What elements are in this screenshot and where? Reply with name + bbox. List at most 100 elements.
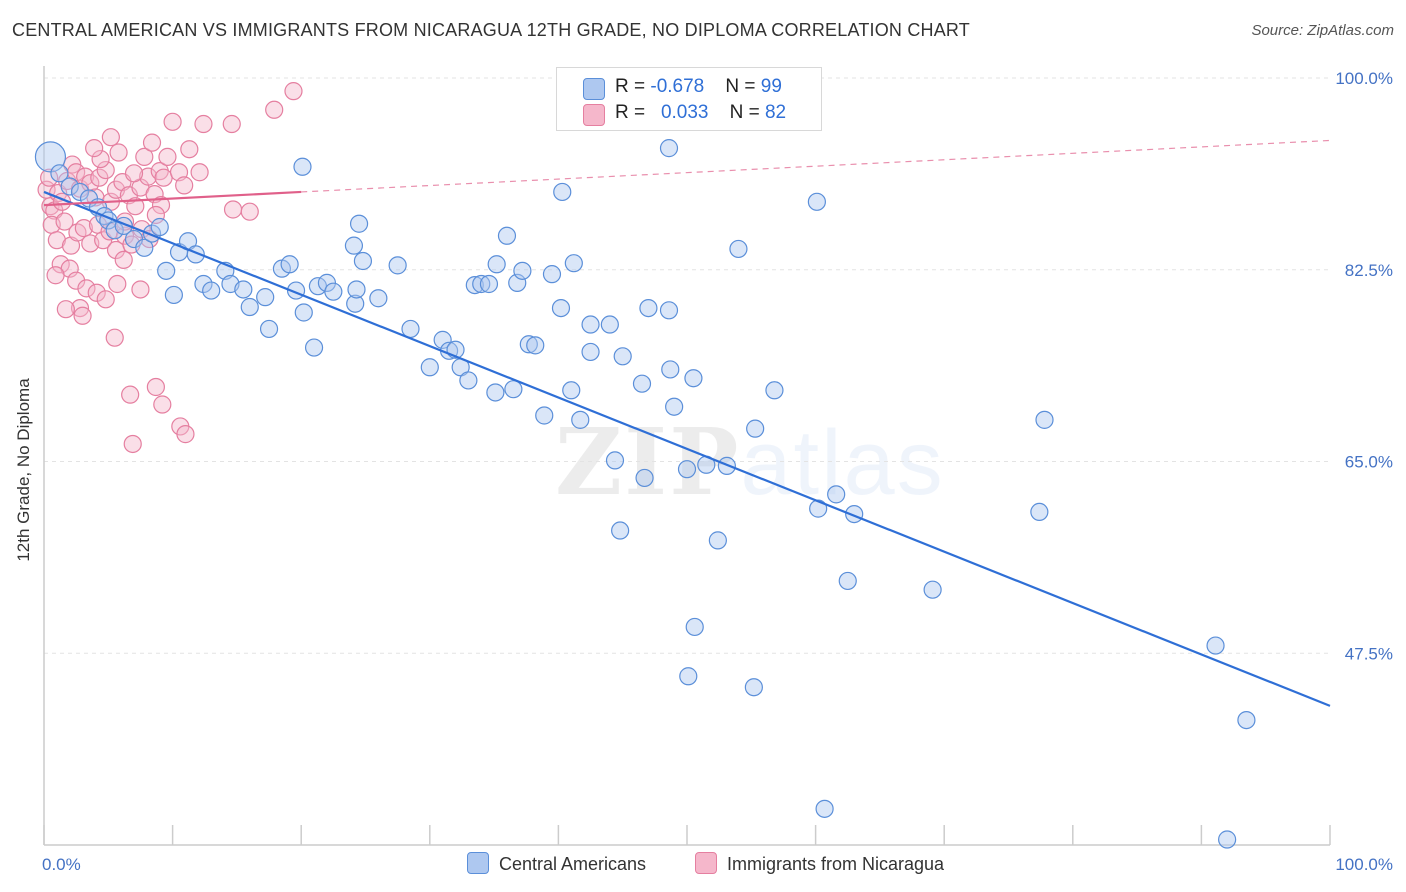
central-american-point (240, 297, 259, 317)
central-american-point (677, 460, 697, 479)
trend-line-central-americans (43, 190, 1331, 707)
nicaragua-point (51, 255, 70, 274)
nicaragua-point (146, 377, 165, 397)
central-american-point (346, 294, 365, 313)
series-nicaragua-points (37, 82, 303, 454)
legend-swatch-pink (583, 104, 605, 126)
central-american-point (659, 301, 679, 320)
central-american-point (639, 299, 658, 318)
central-american-point (815, 799, 834, 818)
central-american-point (259, 319, 279, 339)
nicaragua-point (190, 163, 209, 182)
nicaragua-point (108, 274, 127, 294)
central-american-point (679, 667, 698, 686)
central-american-point (479, 274, 499, 294)
central-american-point (1218, 830, 1237, 849)
y-tick-label: 47.5% (1345, 644, 1393, 663)
central-american-point (564, 254, 583, 273)
central-american-point (744, 678, 763, 697)
nicaragua-point (135, 147, 154, 166)
central-american-point (542, 265, 562, 284)
central-american-point (465, 275, 484, 295)
central-american-point (605, 451, 625, 470)
central-american-point (344, 236, 364, 255)
central-american-point (202, 281, 221, 300)
central-american-point (1030, 502, 1049, 522)
x-tick-label: 0.0% (42, 855, 81, 874)
central-american-point (324, 282, 343, 301)
y-tick-label: 100.0% (1335, 69, 1393, 88)
bottom-legend-label: Immigrants from Nicaragua (727, 854, 945, 874)
central-american-point (504, 380, 523, 399)
nicaragua-point (223, 200, 243, 219)
legend-n-label: N = (725, 76, 761, 97)
central-american-point (765, 381, 784, 400)
central-american-point (150, 217, 169, 237)
nicaragua-point (139, 167, 158, 186)
nicaragua-point (240, 202, 259, 221)
central-american-point (665, 397, 684, 416)
central-american-point (526, 336, 545, 355)
legend-r-label: R = (615, 76, 651, 97)
central-american-point (611, 521, 630, 540)
nicaragua-point (101, 128, 120, 147)
central-american-point (571, 410, 590, 429)
series-central-americans-points (34, 139, 1256, 849)
central-american-point (497, 226, 517, 245)
nicaragua-point (77, 279, 96, 298)
watermark: ZIPatlas (555, 408, 945, 516)
nicaragua-point (175, 176, 194, 195)
legend-n-value: 99 (760, 76, 782, 97)
y-tick-label: 65.0% (1345, 453, 1393, 472)
legend-r-value: 0.033 (660, 102, 709, 123)
central-american-point (349, 214, 369, 233)
bottom-legend-central-americans: Central Americans (467, 852, 646, 875)
central-american-point (562, 381, 581, 400)
central-american-point (684, 369, 703, 388)
gridlines (44, 77, 1330, 654)
central-american-point (164, 285, 183, 305)
central-american-point (1035, 410, 1054, 429)
watermark-atlas: atlas (740, 412, 945, 514)
central-american-point (519, 335, 538, 354)
nicaragua-point (153, 395, 172, 414)
central-american-point (508, 273, 527, 292)
central-american-point (807, 192, 826, 211)
central-american-point (472, 274, 491, 294)
nicaragua-point (40, 168, 59, 187)
central-american-point (581, 315, 600, 334)
central-american-point (304, 338, 324, 357)
nicaragua-point (105, 328, 124, 347)
central-american-point (661, 360, 680, 379)
nicaragua-point (85, 139, 104, 158)
central-american-point (486, 383, 505, 402)
central-american-point (729, 239, 748, 259)
nicaragua-point (67, 271, 86, 290)
nicaragua-point (154, 168, 173, 187)
legend-r-value: -0.678 (650, 76, 705, 97)
legend-r-label: R = (615, 102, 651, 123)
central-american-point (487, 255, 506, 274)
nicaragua-point (91, 149, 110, 169)
central-american-point (838, 571, 857, 591)
central-american-point (420, 358, 439, 377)
central-american-point (535, 406, 554, 425)
central-american-point (600, 315, 619, 334)
nicaragua-point (176, 425, 195, 444)
central-american-point (256, 288, 275, 307)
central-american-point (513, 261, 532, 280)
central-american-point (685, 617, 704, 637)
central-american-point (553, 182, 572, 202)
nicaragua-point (46, 266, 65, 285)
nicaragua-point (123, 434, 142, 454)
nicaragua-point (87, 283, 106, 302)
nicaragua-point (47, 231, 66, 250)
bottom-legend-swatch-blue (467, 852, 489, 874)
nicaragua-point (96, 160, 115, 180)
central-american-point (1237, 710, 1256, 730)
nicaragua-point (121, 385, 140, 404)
nicaragua-point (131, 280, 150, 299)
nicaragua-point (142, 133, 162, 152)
tick-labels: 47.5% 65.0% 82.5% 100.0% 0.0% 100.0% (42, 69, 1393, 874)
central-american-point (746, 419, 765, 438)
